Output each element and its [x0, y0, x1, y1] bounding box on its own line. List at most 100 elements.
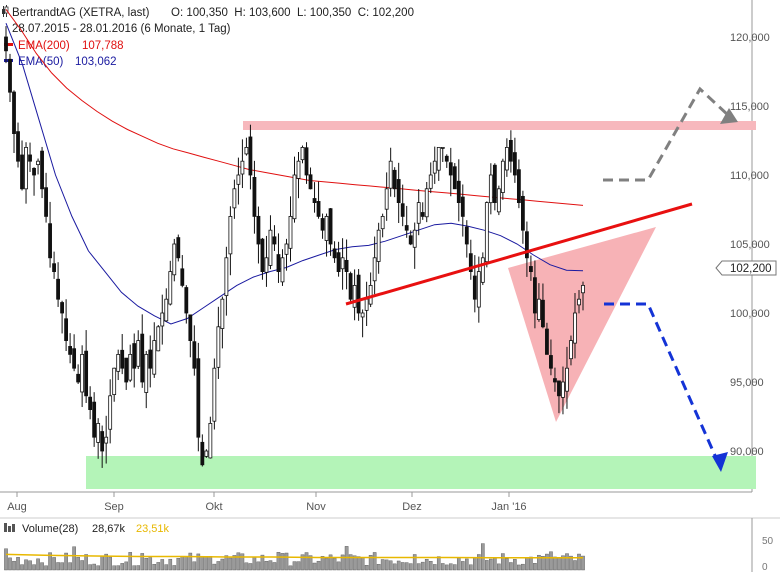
- volume-bar: [76, 557, 80, 571]
- volume-bar: [132, 565, 137, 571]
- candle-body: [264, 257, 269, 273]
- volume-bar: [276, 552, 281, 571]
- volume-bar: [360, 557, 365, 571]
- volume-bar: [180, 556, 185, 571]
- volume-bar: [364, 565, 369, 571]
- volume-bar: [501, 553, 505, 571]
- bearish-scenario-arrow: [604, 302, 728, 472]
- candle-body: [529, 266, 533, 273]
- candle-body: [569, 340, 573, 360]
- volume-bar: [432, 564, 437, 571]
- volume-bar: [188, 552, 193, 571]
- candle-body: [320, 218, 325, 231]
- ema50-legend-value: 103,062: [75, 56, 117, 68]
- volume-average-line: [5, 553, 583, 559]
- candle-body: [344, 259, 349, 272]
- candle-body: [80, 353, 85, 393]
- candle-body: [512, 152, 517, 176]
- volume-bar: [408, 563, 413, 571]
- volume-bar: [80, 560, 84, 571]
- last-price-tag: 102,200: [715, 260, 777, 276]
- candle-body: [549, 355, 553, 369]
- candle-body: [192, 341, 197, 369]
- candle-body: [416, 202, 421, 224]
- volume-bar: [493, 557, 497, 571]
- volume-bar: [272, 562, 277, 571]
- volume-bar: [64, 552, 68, 571]
- candle-body: [561, 381, 565, 398]
- volume-bar: [505, 558, 509, 571]
- candle-body: [296, 160, 301, 179]
- candle-body: [452, 166, 457, 190]
- candle-body: [577, 298, 581, 306]
- candle-body: [444, 155, 449, 162]
- volume-bar: [4, 548, 8, 571]
- volume-bar: [264, 561, 269, 571]
- candle-body: [404, 225, 409, 231]
- volume-bar: [100, 555, 104, 571]
- volume-bar: [48, 552, 52, 571]
- candle-body: [180, 268, 185, 286]
- price-tick-label: 100,000: [730, 308, 770, 320]
- candle-body: [412, 229, 417, 248]
- last-price-value: 102,200: [730, 263, 772, 275]
- volume-bar: [348, 554, 353, 571]
- volume-average-value: 23,51k: [136, 523, 170, 535]
- candle-body: [332, 248, 337, 259]
- volume-bar: [481, 543, 485, 571]
- candle-body: [56, 278, 60, 300]
- ema200-legend-value: 107,788: [82, 40, 124, 52]
- candle-body: [272, 236, 277, 245]
- volume-bar: [340, 554, 345, 571]
- volume-bar: [537, 554, 541, 571]
- arrow-head-icon: [712, 452, 728, 472]
- volume-bar: [525, 557, 529, 571]
- candle-body: [380, 215, 385, 230]
- candle-body: [24, 146, 28, 190]
- volume-bar: [40, 562, 44, 571]
- volume-bar: [577, 553, 581, 571]
- candle-body: [140, 333, 145, 383]
- volume-bar: [320, 556, 325, 571]
- candle-body: [336, 252, 341, 272]
- volume-bar: [148, 557, 153, 571]
- date-range: 28.07.2015 - 28.01.2016 (6 Monate, 1 Tag…: [12, 23, 231, 35]
- candle-body: [228, 215, 233, 255]
- candle-body: [468, 253, 473, 273]
- candle-body: [504, 146, 509, 171]
- volume-bar: [420, 561, 425, 571]
- candle-body: [44, 187, 48, 217]
- volume-bar: [509, 562, 513, 571]
- volume-bar: [136, 565, 141, 571]
- candle-body: [368, 284, 373, 305]
- candle-body: [460, 196, 465, 217]
- volume-bar: [56, 562, 60, 571]
- svg-text:0: 0: [762, 562, 768, 572]
- candle-body: [557, 380, 561, 397]
- candle-body: [328, 208, 333, 245]
- volume-bar: [489, 558, 493, 571]
- volume-bar: [248, 563, 253, 571]
- candle-body: [256, 215, 261, 245]
- candle-body: [204, 450, 209, 457]
- candle-body: [553, 378, 557, 383]
- volume-bar: [60, 562, 64, 571]
- date-tick-label: Jan '16: [491, 501, 526, 513]
- volume-bar: [380, 559, 385, 571]
- volume-bar: [336, 561, 341, 571]
- volume-bar: [416, 563, 421, 571]
- candle-body: [260, 238, 265, 273]
- volume-bar: [497, 563, 501, 571]
- volume-bar: [469, 564, 473, 571]
- volume-bar: [533, 563, 537, 571]
- volume-bar: [284, 552, 289, 571]
- candle-body: [88, 396, 93, 410]
- candle-body: [116, 353, 121, 372]
- volume-bar: [184, 556, 189, 571]
- candle-body: [144, 353, 149, 393]
- volume-bar: [517, 564, 521, 571]
- volume-bar: [581, 555, 585, 571]
- candle-body: [128, 353, 133, 381]
- candle-body: [120, 349, 125, 369]
